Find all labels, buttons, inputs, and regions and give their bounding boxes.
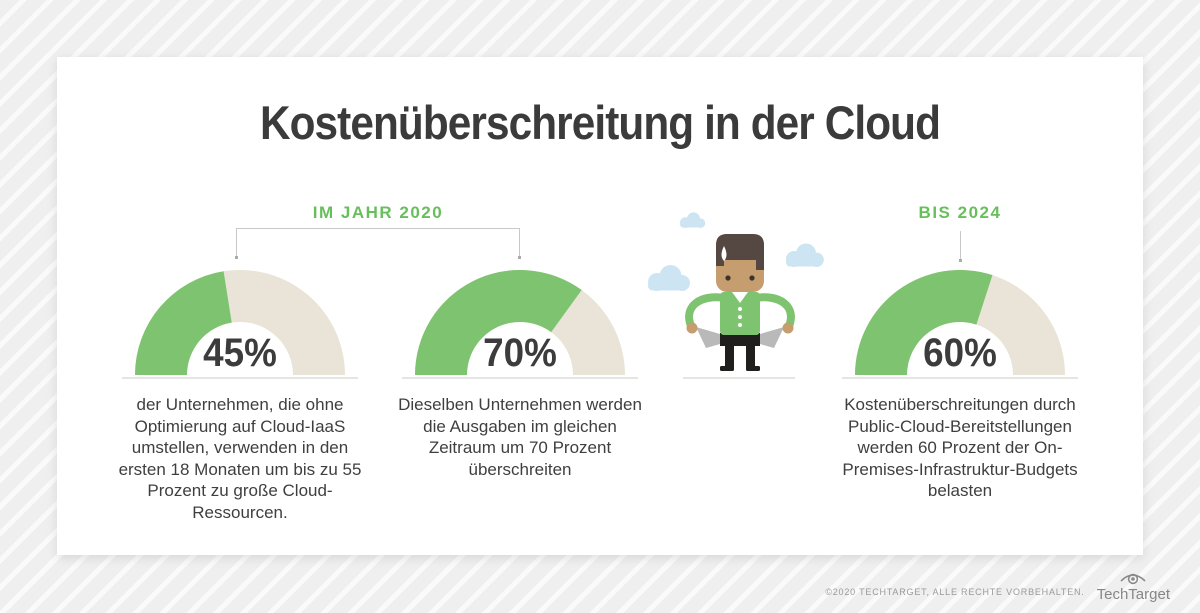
cloud-icon [786, 243, 824, 267]
gauge-description-60: Kostenüberschreitungen durch Public-Clou… [842, 395, 1078, 500]
cloud-icon [648, 265, 690, 291]
pointer-2024-endpoint [959, 259, 962, 262]
gauge-value-45: 45% [203, 331, 277, 375]
gauge-fill [855, 270, 993, 375]
pants-and-legs [720, 333, 760, 371]
bracket-2020-left-leg [236, 228, 237, 258]
pointer-2024-line [960, 231, 961, 261]
group-label-2024: BIS 2024 [918, 203, 1002, 222]
techtarget-logo[interactable]: TechTarget [1097, 569, 1170, 603]
bracket-2020-right-leg [519, 228, 520, 258]
page-title: Kostenüberschreitung in der Cloud [259, 96, 941, 149]
eye-icon [1120, 573, 1146, 585]
brand-name: TechTarget [1096, 586, 1170, 603]
bracket-right-endpoint [518, 256, 521, 259]
gauge-value-60: 60% [923, 331, 997, 375]
collar [732, 292, 748, 303]
gauge-description-45: der Unternehmen, die ohne Optimierung au… [118, 395, 362, 522]
gauge-value-70: 70% [483, 331, 557, 375]
hair [716, 234, 764, 270]
gauge-description-70: Dieselben Unternehmen werden die Ausgabe… [398, 395, 642, 479]
hair-side [716, 258, 724, 266]
hands [686, 322, 794, 334]
gauge-baseline [842, 377, 1078, 379]
empty-pocket-lining [696, 327, 784, 348]
gauge-baseline [122, 377, 358, 379]
bracket-left-endpoint [235, 256, 238, 259]
group-label-2020: IM JAHR 2020 [312, 203, 444, 222]
ground-line [683, 377, 795, 379]
gauge-baseline [402, 377, 638, 379]
gauge-chart-60 [855, 270, 1065, 375]
eyes [725, 275, 755, 281]
gauge-chart-45 [135, 270, 345, 375]
shirt [720, 292, 760, 335]
infographic-card: Kostenüberschreitung in der Cloud IM JAH… [57, 57, 1143, 555]
gauge-chart-70 [415, 270, 625, 375]
sweat-drop-icon [721, 246, 727, 261]
shirt-buttons [738, 307, 742, 327]
copyright-text: ©2020 TECHTARGET, ALLE RECHTE VORBEHALTE… [825, 587, 1085, 597]
gauge-fill [415, 270, 582, 375]
arms [685, 293, 795, 330]
footer: ©2020 TECHTARGET, ALLE RECHTE VORBEHALTE… [825, 569, 1170, 603]
bracket-2020-horizontal [236, 228, 520, 229]
cloud-icon [680, 212, 706, 228]
gauge-fill [135, 271, 232, 375]
empty-pockets-man-illustration [648, 212, 824, 371]
